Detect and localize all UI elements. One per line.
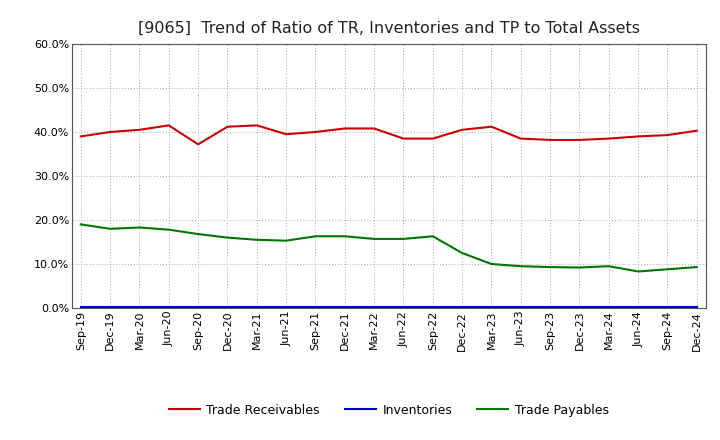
Trade Payables (487, 261, 496, 267)
Trade Receivables (76, 134, 85, 139)
Trade Payables (282, 238, 290, 243)
Trade Payables (370, 236, 379, 242)
Trade Receivables (311, 129, 320, 135)
Trade Payables (194, 231, 202, 237)
Trade Payables (164, 227, 173, 232)
Inventories (605, 304, 613, 309)
Trade Receivables (634, 134, 642, 139)
Trade Payables (341, 234, 349, 239)
Trade Receivables (487, 124, 496, 129)
Trade Payables (253, 237, 261, 242)
Trade Receivables (370, 126, 379, 131)
Legend: Trade Receivables, Inventories, Trade Payables: Trade Receivables, Inventories, Trade Pa… (164, 399, 613, 422)
Trade Receivables (663, 132, 672, 138)
Trade Payables (135, 225, 144, 230)
Trade Receivables (575, 137, 584, 143)
Inventories (487, 304, 496, 309)
Trade Receivables (135, 127, 144, 132)
Trade Receivables (341, 126, 349, 131)
Trade Receivables (223, 124, 232, 129)
Trade Payables (634, 269, 642, 274)
Trade Payables (311, 234, 320, 239)
Trade Receivables (399, 136, 408, 141)
Inventories (135, 304, 144, 309)
Inventories (76, 304, 85, 309)
Inventories (693, 304, 701, 309)
Trade Payables (605, 264, 613, 269)
Trade Payables (663, 267, 672, 272)
Trade Receivables (282, 132, 290, 137)
Trade Payables (428, 234, 437, 239)
Trade Receivables (693, 128, 701, 133)
Trade Payables (399, 236, 408, 242)
Inventories (311, 304, 320, 309)
Trade Payables (516, 264, 525, 269)
Inventories (575, 304, 584, 309)
Trade Payables (76, 222, 85, 227)
Inventories (223, 304, 232, 309)
Trade Payables (693, 264, 701, 270)
Inventories (546, 304, 554, 309)
Inventories (282, 304, 290, 309)
Inventories (663, 304, 672, 309)
Trade Payables (106, 226, 114, 231)
Inventories (253, 304, 261, 309)
Inventories (634, 304, 642, 309)
Title: [9065]  Trend of Ratio of TR, Inventories and TP to Total Assets: [9065] Trend of Ratio of TR, Inventories… (138, 21, 640, 36)
Trade Payables (223, 235, 232, 240)
Inventories (194, 304, 202, 309)
Inventories (341, 304, 349, 309)
Trade Receivables (546, 137, 554, 143)
Inventories (516, 304, 525, 309)
Trade Receivables (164, 123, 173, 128)
Line: Trade Payables: Trade Payables (81, 224, 697, 271)
Trade Receivables (605, 136, 613, 141)
Trade Receivables (106, 129, 114, 135)
Trade Receivables (458, 127, 467, 132)
Trade Receivables (428, 136, 437, 141)
Trade Payables (458, 250, 467, 256)
Trade Receivables (253, 123, 261, 128)
Inventories (399, 304, 408, 309)
Trade Payables (575, 265, 584, 270)
Inventories (106, 304, 114, 309)
Trade Payables (546, 264, 554, 270)
Trade Receivables (194, 142, 202, 147)
Inventories (458, 304, 467, 309)
Inventories (370, 304, 379, 309)
Trade Receivables (516, 136, 525, 141)
Inventories (428, 304, 437, 309)
Inventories (164, 304, 173, 309)
Line: Trade Receivables: Trade Receivables (81, 125, 697, 144)
